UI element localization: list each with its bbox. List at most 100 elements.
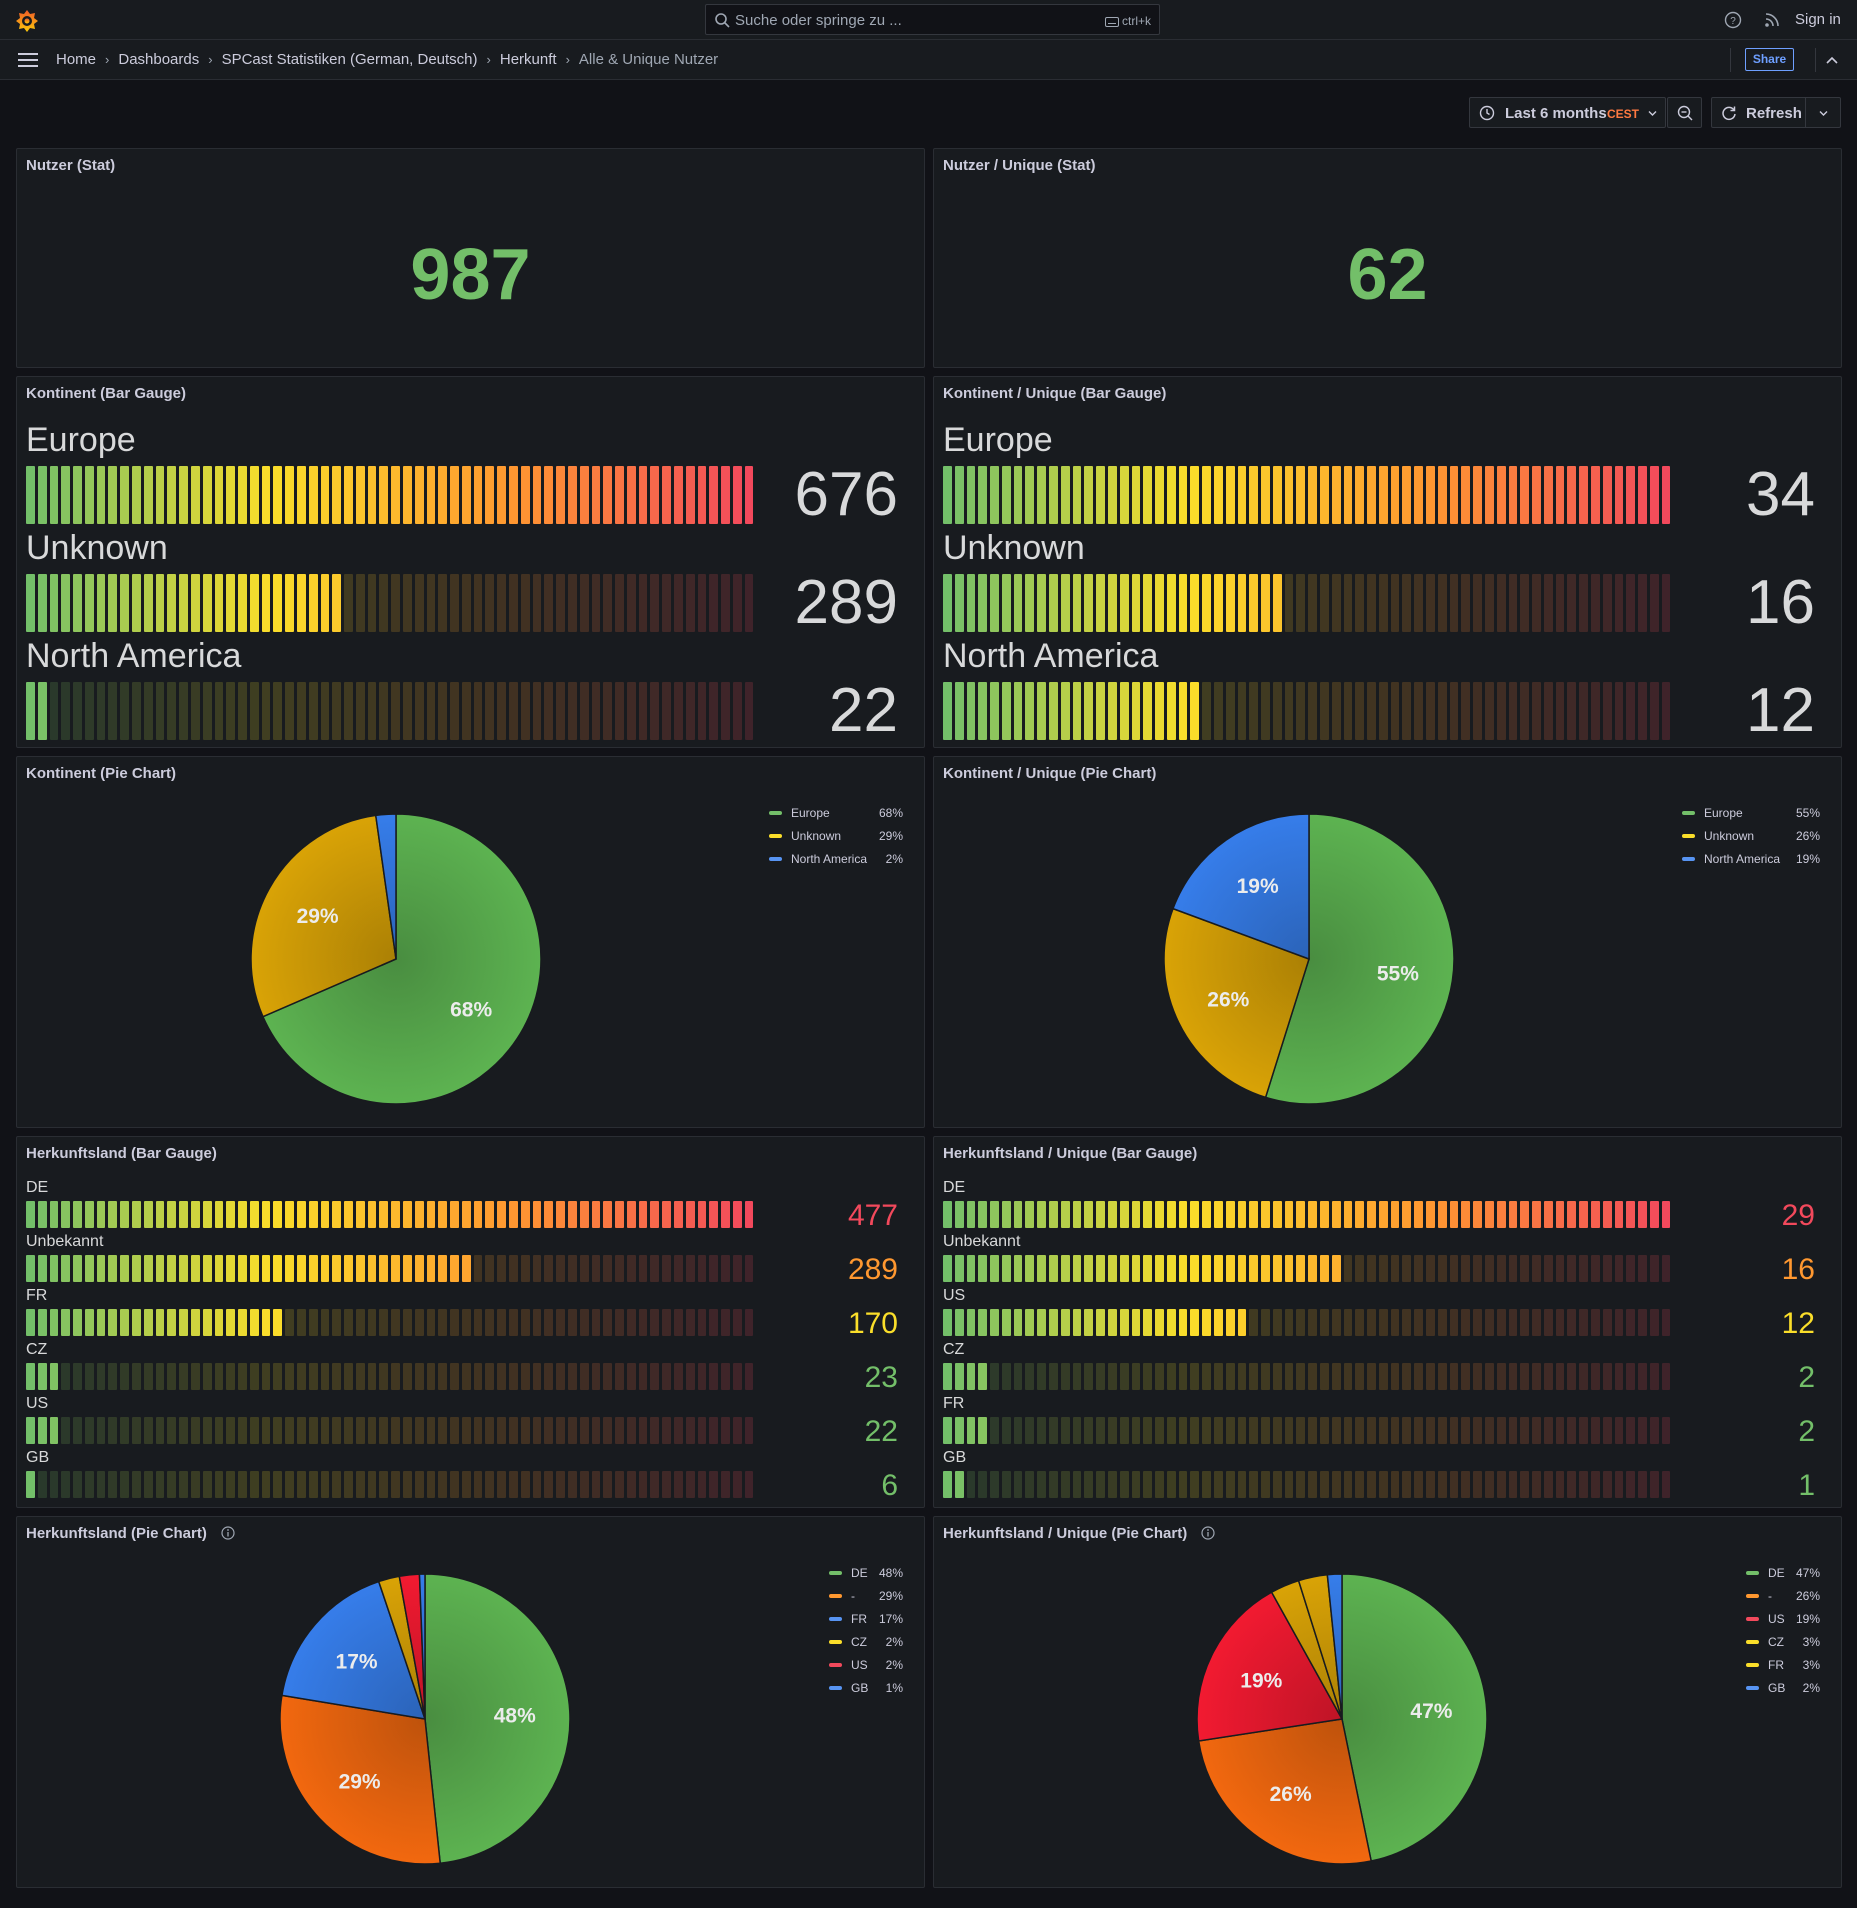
legend-item[interactable]: US 2% xyxy=(829,1653,903,1676)
gauge-cell xyxy=(1449,574,1459,632)
breadcrumb-home[interactable]: Home xyxy=(56,51,97,68)
gauge-cell xyxy=(485,574,495,632)
gauge-cell xyxy=(296,1255,306,1282)
time-range-picker[interactable]: Last 6 months CEST xyxy=(1469,97,1666,128)
gauge-cell xyxy=(1261,1471,1270,1498)
gauge-cell xyxy=(1520,1417,1530,1444)
gauge-cell xyxy=(414,574,424,632)
panel-stat-unique[interactable]: Nutzer / Unique (Stat) 62 xyxy=(933,148,1842,368)
refresh-interval-dropdown[interactable] xyxy=(1806,97,1841,128)
gauge-cell xyxy=(1555,682,1565,740)
legend-item[interactable]: FR 3% xyxy=(1746,1653,1820,1676)
gauge-cell xyxy=(1013,1255,1023,1282)
gauge-cell xyxy=(450,1201,459,1228)
gauge-cell xyxy=(1225,574,1235,632)
gauge-cell xyxy=(1331,1201,1341,1228)
panel-country-pie-chart[interactable]: Herkunftsland (Pie Chart) 48% 29% 17% DE 48%… xyxy=(16,1516,925,1888)
pie-slice[interactable] xyxy=(1326,1573,1343,1720)
gauge-cell xyxy=(26,1471,35,1498)
gauge-cell xyxy=(61,574,71,632)
pie-slice[interactable] xyxy=(1172,813,1310,961)
pie-slice[interactable] xyxy=(1341,1573,1488,1862)
panel-country-unique-bar-gauge[interactable]: Herkunftsland / Unique (Bar Gauge) DE 29 U… xyxy=(933,1136,1842,1508)
gauge-cell xyxy=(1484,1471,1494,1498)
pie-slice[interactable] xyxy=(1264,813,1455,1105)
gauge-cell xyxy=(96,1471,106,1498)
zoom-out-button[interactable] xyxy=(1667,97,1702,128)
info-icon[interactable] xyxy=(1201,1526,1215,1540)
panel-continent-unique-pie-chart[interactable]: Kontinent / Unique (Pie Chart) 55% 26% 19%… xyxy=(933,756,1842,1128)
legend-swatch xyxy=(1746,1570,1759,1575)
gauge-cell xyxy=(1402,1255,1412,1282)
gauge-cell xyxy=(238,1471,247,1498)
gauge-cell xyxy=(943,466,952,524)
gauge-cell xyxy=(1272,1471,1282,1498)
panel-continent-bar-gauge[interactable]: Kontinent (Bar Gauge) Europe 676 Unknown 28… xyxy=(16,376,925,748)
gauge-cell xyxy=(1308,1255,1317,1282)
gauge-cell xyxy=(1155,1201,1164,1228)
legend-item[interactable]: FR 17% xyxy=(829,1607,903,1630)
gauge-cell xyxy=(1178,574,1188,632)
legend-item[interactable]: Unknown 26% xyxy=(1682,824,1820,847)
legend-item[interactable]: CZ 2% xyxy=(829,1630,903,1653)
gauge-bar xyxy=(26,1363,756,1390)
legend-item[interactable]: - 26% xyxy=(1746,1584,1820,1607)
search-input[interactable]: Suche oder springe zu ... ctrl+k xyxy=(705,4,1160,35)
sign-in-link[interactable]: Sign in xyxy=(1795,11,1841,28)
gauge-cell xyxy=(1072,574,1082,632)
legend-item[interactable]: Europe 68% xyxy=(769,801,903,824)
gauge-cell xyxy=(1119,1255,1129,1282)
pie-slice[interactable] xyxy=(250,814,397,1018)
legend-label: Unknown xyxy=(1704,828,1755,843)
refresh-button[interactable]: Refresh xyxy=(1711,97,1806,128)
legend-item[interactable]: GB 1% xyxy=(829,1676,903,1699)
pie-slice[interactable] xyxy=(279,1694,442,1865)
legend-item[interactable]: - 29% xyxy=(829,1584,903,1607)
grafana-logo-icon[interactable] xyxy=(14,8,40,34)
panel-country-bar-gauge[interactable]: Herkunftsland (Bar Gauge) DE 477 Unbekannt… xyxy=(16,1136,925,1508)
legend-item[interactable]: CZ 3% xyxy=(1746,1630,1820,1653)
legend-item[interactable]: North America 2% xyxy=(769,847,903,870)
gauge-cell xyxy=(450,1471,459,1498)
gauge-cell xyxy=(167,1309,177,1336)
pie-slice[interactable] xyxy=(1163,907,1310,1099)
panel-country-unique-pie-chart[interactable]: Herkunftsland / Unique (Pie Chart) 47% 26… xyxy=(933,1516,1842,1888)
share-button[interactable]: Share xyxy=(1745,48,1794,71)
legend-item[interactable]: Europe 55% xyxy=(1682,801,1820,824)
help-icon[interactable]: ? xyxy=(1724,11,1742,29)
gauge-cell xyxy=(1096,1309,1105,1336)
gauge-cell xyxy=(214,1201,224,1228)
legend-item[interactable]: US 19% xyxy=(1746,1607,1820,1630)
legend-item[interactable]: GB 2% xyxy=(1746,1676,1820,1699)
gauge-cell xyxy=(1638,466,1647,524)
legend-item[interactable]: DE 48% xyxy=(829,1561,903,1584)
gauge-cell xyxy=(709,1255,719,1282)
panel-continent-pie-chart[interactable]: Kontinent (Pie Chart) 68% 29% Europe 68% Unk… xyxy=(16,756,925,1128)
gauge-cell xyxy=(1037,466,1047,524)
legend-item[interactable]: DE 47% xyxy=(1746,1561,1820,1584)
menu-icon[interactable] xyxy=(18,52,38,68)
gauge-cell xyxy=(1060,1417,1070,1444)
gauge-cell xyxy=(603,682,613,740)
pie-slice[interactable] xyxy=(1196,1591,1344,1742)
legend-item[interactable]: Unknown 29% xyxy=(769,824,903,847)
pie-slice[interactable] xyxy=(374,813,397,960)
breadcrumb-subfolder[interactable]: Herkunft xyxy=(499,51,557,68)
chevron-up-icon[interactable] xyxy=(1825,54,1839,66)
breadcrumb-dashboards[interactable]: Dashboards xyxy=(118,51,200,68)
gauge-cell xyxy=(1001,682,1011,740)
info-icon[interactable] xyxy=(221,1526,235,1540)
rss-icon[interactable] xyxy=(1764,12,1780,28)
gauge-cell xyxy=(1013,1201,1023,1228)
legend-item[interactable]: North America 19% xyxy=(1682,847,1820,870)
panel-stat-all[interactable]: Nutzer (Stat) 987 xyxy=(16,148,925,368)
breadcrumb-folder[interactable]: SPCast Statistiken (German, Deutsch) xyxy=(221,51,478,68)
pie-slice[interactable] xyxy=(261,813,542,1105)
gauge-cell xyxy=(954,1201,964,1228)
pie-slice[interactable] xyxy=(1197,1718,1373,1865)
pie-slice[interactable] xyxy=(281,1580,427,1720)
pie-slice[interactable] xyxy=(418,1573,426,1720)
gauge-bar xyxy=(943,574,1673,632)
panel-continent-unique-bar-gauge[interactable]: Kontinent / Unique (Bar Gauge) Europe 34 U… xyxy=(933,376,1842,748)
pie-slice[interactable] xyxy=(424,1573,571,1865)
